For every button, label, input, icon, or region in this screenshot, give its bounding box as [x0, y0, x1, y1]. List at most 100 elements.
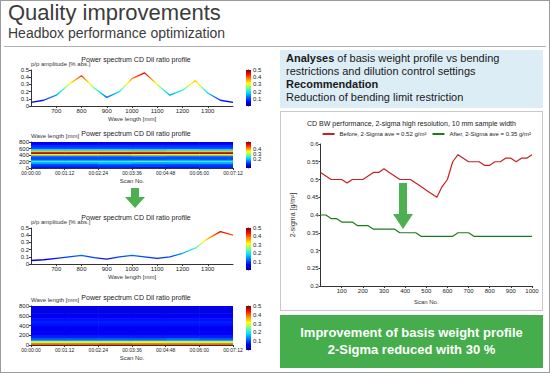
svg-text:00:04:48: 00:04:48 — [156, 170, 176, 176]
svg-text:00:02:24: 00:02:24 — [89, 170, 109, 176]
svg-text:Before, 2-Sigma ave = 0.52 g/m: Before, 2-Sigma ave = 0.52 g/m² — [340, 131, 427, 137]
svg-text:00:00:00: 00:00:00 — [21, 347, 41, 353]
svg-text:CD BW performance, 2-sigma hig: CD BW performance, 2-sigma high resoluti… — [307, 120, 516, 128]
svg-text:0.5: 0.5 — [21, 225, 30, 231]
svg-text:0.3: 0.3 — [21, 239, 30, 245]
svg-text:800: 800 — [19, 303, 30, 309]
svg-text:0.1: 0.1 — [253, 338, 262, 344]
svg-text:1000: 1000 — [125, 266, 139, 272]
svg-text:00:03:36: 00:03:36 — [122, 170, 142, 176]
svg-text:Scan No.: Scan No. — [120, 355, 145, 361]
svg-text:0.1: 0.1 — [21, 254, 30, 260]
svg-text:0.55: 0.55 — [307, 159, 319, 165]
svg-text:0.2: 0.2 — [253, 329, 262, 335]
svg-text:0.4: 0.4 — [253, 233, 262, 239]
svg-text:0.4: 0.4 — [21, 74, 30, 80]
svg-text:900: 900 — [102, 266, 113, 272]
svg-text:1000: 1000 — [525, 288, 539, 294]
svg-text:00:07:12: 00:07:12 — [223, 347, 243, 353]
svg-text:00:06:00: 00:06:00 — [190, 347, 210, 353]
svg-text:0.2: 0.2 — [21, 89, 30, 95]
svg-text:0.3: 0.3 — [253, 242, 262, 248]
svg-text:0.5: 0.5 — [21, 67, 30, 73]
html-text:Analyses of basis weight profi: Analyses of basis weight profile vs bend… — [286, 52, 500, 77]
svg-text:1100: 1100 — [151, 266, 165, 272]
svg-text:Wave length [mm]: Wave length [mm] — [31, 133, 79, 139]
svg-text:0.1: 0.1 — [21, 96, 30, 102]
svg-text:00:00:00: 00:00:00 — [21, 170, 41, 176]
svg-text:0.3: 0.3 — [253, 81, 262, 87]
svg-text:00:02:24: 00:02:24 — [89, 347, 109, 353]
svg-text:0.3: 0.3 — [253, 321, 262, 327]
svg-text:0.2: 0.2 — [21, 247, 30, 253]
svg-text:00:03:36: 00:03:36 — [122, 347, 142, 353]
svg-text:00:01:12: 00:01:12 — [55, 170, 75, 176]
svg-text:0.3: 0.3 — [21, 81, 30, 87]
svg-text:800: 800 — [485, 288, 496, 294]
svg-text:200: 200 — [19, 332, 30, 338]
svg-text:Wave length [mm]: Wave length [mm] — [31, 297, 79, 303]
svg-text:0.2: 0.2 — [253, 89, 262, 95]
svg-text:0.35: 0.35 — [307, 230, 319, 236]
svg-text:0: 0 — [26, 261, 30, 267]
svg-text:0.25: 0.25 — [307, 265, 319, 271]
svg-text:0.2: 0.2 — [310, 283, 319, 289]
svg-text:200: 200 — [19, 159, 30, 165]
svg-text:700: 700 — [51, 266, 62, 272]
svg-text:Wave length [mm]: Wave length [mm] — [108, 116, 156, 122]
svg-text:0.4: 0.4 — [253, 312, 262, 318]
svg-text:100: 100 — [337, 288, 348, 294]
svg-text:00:04:48: 00:04:48 — [156, 347, 176, 353]
svg-text:0.4: 0.4 — [310, 212, 319, 218]
svg-text:0.4: 0.4 — [253, 146, 262, 152]
svg-text:0.1: 0.1 — [253, 259, 262, 265]
svg-text:700: 700 — [51, 108, 62, 114]
svg-text:400: 400 — [19, 152, 30, 158]
svg-text:00:07:12: 00:07:12 — [223, 170, 243, 176]
svg-text:1200: 1200 — [176, 266, 190, 272]
svg-text:Power spectrum CD Dil ratio pr: Power spectrum CD Dil ratio profile — [81, 56, 190, 64]
svg-text:0.45: 0.45 — [307, 194, 319, 200]
svg-text:0.1: 0.1 — [253, 96, 262, 102]
svg-text:Scan No.: Scan No. — [414, 299, 439, 305]
svg-text:200: 200 — [358, 288, 369, 294]
svg-text:00:01:12: 00:01:12 — [55, 347, 75, 353]
svg-text:0.4: 0.4 — [21, 232, 30, 238]
svg-text:300: 300 — [379, 288, 390, 294]
svg-text:Power spectrum CD Dil ratio pr: Power spectrum CD Dil ratio profile — [81, 130, 190, 138]
svg-text:600: 600 — [19, 313, 30, 319]
svg-text:800: 800 — [76, 266, 87, 272]
svg-text:500: 500 — [421, 288, 432, 294]
svg-text:0.5: 0.5 — [253, 225, 262, 231]
svg-text:0.2: 0.2 — [253, 250, 262, 256]
svg-text:0.3: 0.3 — [310, 248, 319, 254]
svg-text:After, 2-Sigma ave = 0.35 g/m²: After, 2-Sigma ave = 0.35 g/m² — [449, 131, 531, 137]
svg-text:400: 400 — [19, 323, 30, 329]
svg-text:700: 700 — [464, 288, 475, 294]
svg-text:900: 900 — [102, 108, 113, 114]
svg-text:600: 600 — [442, 288, 453, 294]
svg-text:800: 800 — [76, 108, 87, 114]
svg-text:1200: 1200 — [176, 108, 190, 114]
svg-text:0.6: 0.6 — [310, 141, 319, 147]
svg-text:800: 800 — [19, 139, 30, 145]
svg-text:600: 600 — [19, 146, 30, 152]
svg-text:1300: 1300 — [201, 266, 215, 272]
svg-text:2-sigma [g/m²]: 2-sigma [g/m²] — [289, 193, 297, 238]
svg-text:Wave length [mm]: Wave length [mm] — [108, 274, 156, 280]
svg-text:1100: 1100 — [151, 108, 165, 114]
svg-text:0.5: 0.5 — [310, 177, 319, 183]
svg-text:00:06:00: 00:06:00 — [190, 170, 210, 176]
svg-text:0.4: 0.4 — [253, 74, 262, 80]
svg-text:900: 900 — [506, 288, 517, 294]
html-text:Quality improvements: Quality improvements — [8, 0, 221, 25]
svg-text:Scan No.: Scan No. — [120, 178, 145, 184]
svg-text:1300: 1300 — [201, 108, 215, 114]
svg-text:400: 400 — [400, 288, 411, 294]
svg-text:0: 0 — [26, 103, 30, 109]
svg-text:0.5: 0.5 — [253, 303, 262, 309]
svg-text:1000: 1000 — [125, 108, 139, 114]
svg-text:Power spectrum CD Dil ratio pr: Power spectrum CD Dil ratio profile — [81, 214, 190, 222]
svg-text:Power spectrum CD Dil ratio pr: Power spectrum CD Dil ratio profile — [81, 294, 190, 302]
svg-text:0.5: 0.5 — [253, 67, 262, 73]
